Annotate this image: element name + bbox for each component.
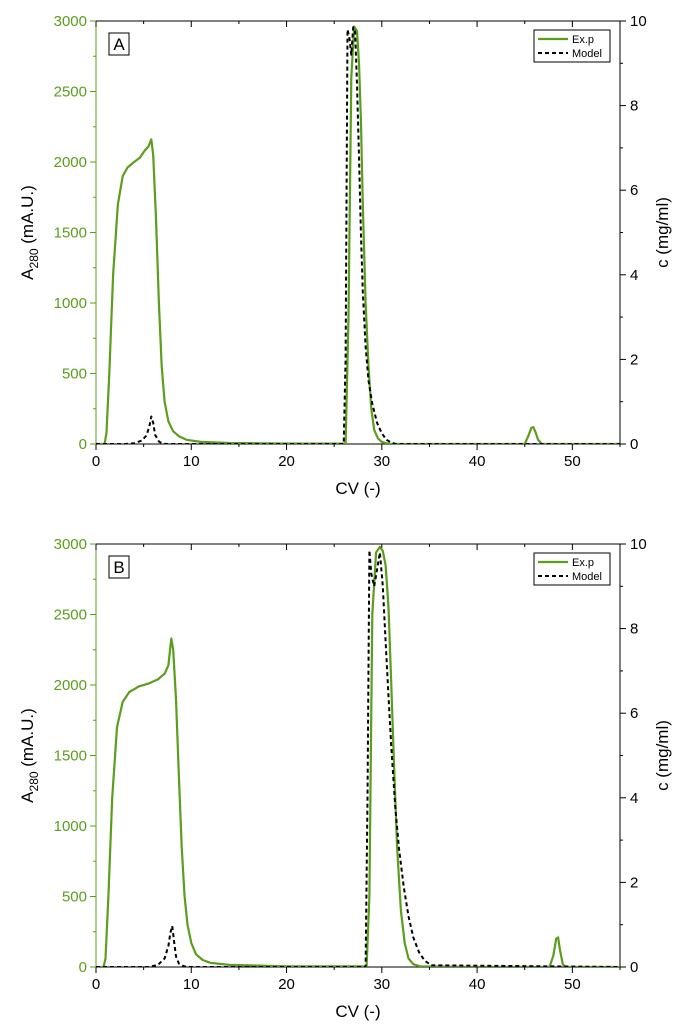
y-right-axis-title: c (mg/ml) — [653, 720, 672, 791]
y-left-axis-title: A280 (mA.U.) — [18, 708, 41, 803]
x-tick-label: 50 — [564, 453, 581, 470]
y-right-tick-label: 4 — [630, 790, 638, 807]
x-tick-label: 0 — [92, 976, 100, 993]
y-left-title-rest: (mA.U.) — [18, 708, 37, 771]
legend-label-exp: Ex.p — [572, 34, 594, 46]
y-left-title-rest: (mA.U.) — [18, 185, 37, 248]
y-left-tick-label: 3000 — [54, 13, 87, 30]
y-left-tick-label: 1000 — [54, 295, 87, 312]
panel-label: A — [108, 32, 130, 56]
y-right-axis-title: c (mg/ml) — [653, 197, 672, 268]
y-left-tick-label: 3000 — [54, 536, 87, 553]
panel-label-box — [108, 555, 130, 579]
legend-label-model: Model — [572, 48, 602, 60]
panel-label-text: B — [113, 558, 124, 577]
y-left-tick-label: 2000 — [54, 154, 87, 171]
series-line-exp — [96, 545, 620, 967]
x-tick-label: 50 — [564, 976, 581, 993]
x-tick-label: 20 — [278, 976, 295, 993]
legend: Ex.p Model — [533, 552, 611, 586]
series-line-exp — [96, 25, 620, 444]
chart-panel-a: 0 10 20 30 40 5005001000150020002500300002468… — [18, 13, 672, 498]
legend-label-exp: Ex.p — [572, 557, 594, 569]
x-tick-label: 10 — [183, 453, 200, 470]
panel-label-text: A — [113, 35, 125, 54]
x-tick-label: 20 — [278, 453, 295, 470]
y-right-tick-label: 6 — [630, 705, 638, 722]
y-left-title-sub: 280 — [27, 771, 41, 791]
y-left-tick-label: 1500 — [54, 225, 87, 242]
series-line-model — [96, 26, 620, 444]
y-right-tick-label: 4 — [630, 267, 638, 284]
x-tick-label: 40 — [469, 453, 486, 470]
y-left-title-main: A — [18, 268, 37, 280]
y-left-tick-label: 2500 — [54, 84, 87, 101]
y-right-tick-label: 0 — [630, 959, 638, 976]
x-tick-label: 40 — [469, 976, 486, 993]
y-left-tick-label: 1500 — [54, 748, 87, 765]
x-tick-label: 0 — [92, 453, 100, 470]
y-left-tick-label: 0 — [79, 436, 87, 453]
y-left-tick-label: 0 — [79, 959, 87, 976]
legend-box — [533, 29, 611, 63]
y-right-tick-label: 10 — [630, 536, 647, 553]
y-left-title-sub: 280 — [27, 248, 41, 268]
x-tick-label: 30 — [373, 453, 390, 470]
y-right-tick-label: 8 — [630, 621, 638, 638]
y-right-tick-label: 2 — [630, 874, 638, 891]
y-right-tick-label: 6 — [630, 182, 638, 199]
legend-label-model: Model — [572, 571, 602, 583]
chart-panel-b: 0 10 20 30 40 5005001000150020002500300002468… — [18, 536, 672, 1021]
y-left-tick-label: 2000 — [54, 677, 87, 694]
y-left-tick-label: 1000 — [54, 818, 87, 835]
y-right-tick-label: 2 — [630, 351, 638, 368]
legend-box — [533, 552, 611, 586]
x-tick-label: 10 — [183, 976, 200, 993]
panel-label-box — [108, 32, 130, 56]
y-right-tick-label: 8 — [630, 98, 638, 115]
x-tick-label: 30 — [373, 976, 390, 993]
panel-label: B — [108, 555, 130, 579]
y-left-title-main: A — [18, 791, 37, 803]
y-left-axis-title: A280 (mA.U.) — [18, 185, 41, 280]
series-line-model — [96, 549, 620, 967]
y-right-tick-label: 10 — [630, 13, 647, 30]
y-left-tick-label: 500 — [62, 889, 87, 906]
y-left-tick-label: 2500 — [54, 607, 87, 624]
legend: Ex.p Model — [533, 29, 611, 63]
x-axis-title: CV (-) — [335, 1002, 380, 1021]
x-axis-title: CV (-) — [335, 479, 380, 498]
y-left-tick-label: 500 — [62, 366, 87, 383]
y-right-tick-label: 0 — [630, 436, 638, 453]
